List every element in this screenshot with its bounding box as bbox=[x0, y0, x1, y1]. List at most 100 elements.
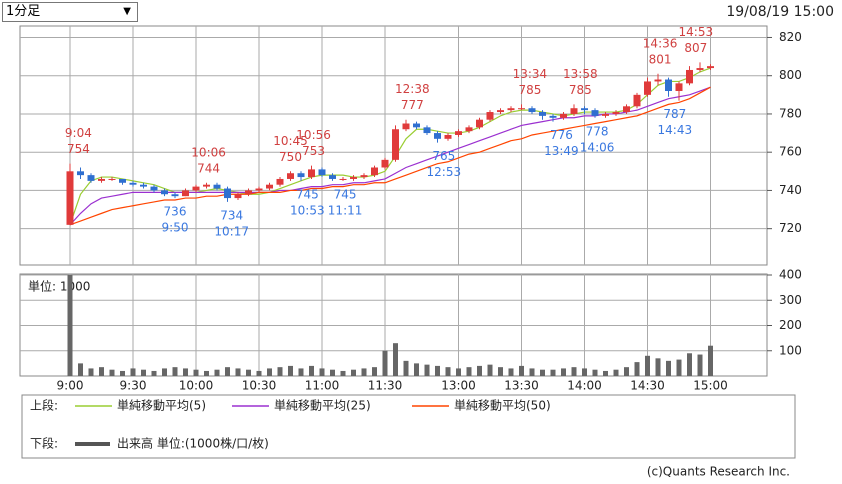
period-select[interactable]: 1分足 ▼ bbox=[2, 2, 138, 22]
volume-bar bbox=[445, 367, 451, 376]
y-tick-label: 100 bbox=[779, 343, 802, 357]
volume-bar bbox=[120, 370, 125, 376]
candle-body bbox=[528, 108, 536, 113]
volume-bar bbox=[372, 367, 377, 376]
candle-body bbox=[381, 159, 389, 168]
volume-bar bbox=[592, 369, 598, 376]
candle-body bbox=[476, 119, 483, 128]
high-label-time: 14:36 bbox=[643, 36, 678, 50]
low-label-time: 11:11 bbox=[328, 203, 363, 217]
volume-bar bbox=[361, 368, 367, 376]
volume-bar bbox=[561, 368, 566, 376]
high-label-value: 785 bbox=[569, 83, 592, 97]
candle-body bbox=[686, 69, 693, 84]
high-label-value: 785 bbox=[518, 83, 541, 97]
candle-body bbox=[455, 131, 462, 135]
volume-bar bbox=[645, 355, 650, 376]
volume-bar bbox=[477, 365, 482, 376]
candle-body bbox=[287, 173, 294, 179]
dropdown-arrow[interactable]: ▼ bbox=[123, 6, 131, 17]
candle-body bbox=[434, 133, 441, 139]
y-tick-label: 200 bbox=[779, 318, 802, 332]
period-select-value[interactable]: 1分足 bbox=[6, 4, 41, 19]
y-tick-label: 780 bbox=[779, 106, 802, 120]
x-tick-label: 14:00 bbox=[567, 379, 602, 393]
candle-body bbox=[129, 182, 137, 185]
volume-bar bbox=[487, 364, 493, 376]
candle-body bbox=[98, 178, 105, 181]
high-label-value: 801 bbox=[649, 52, 672, 66]
high-label-time: 10:45 bbox=[273, 134, 308, 148]
volume-bar bbox=[298, 368, 304, 376]
volume-bar bbox=[403, 360, 409, 376]
legend-volume: 出来高 単位:(1000株/口/枚) bbox=[117, 436, 269, 451]
credit: (c)Quants Research Inc. bbox=[647, 465, 790, 479]
volume-bar bbox=[256, 370, 262, 376]
volume-bar bbox=[78, 363, 83, 376]
candle-body bbox=[665, 79, 672, 92]
volume-bar bbox=[634, 362, 640, 376]
volume-bar bbox=[550, 369, 556, 376]
x-tick-label: 11:30 bbox=[368, 379, 403, 393]
volume-bar bbox=[393, 343, 398, 376]
low-label-value: 776 bbox=[550, 128, 573, 142]
candle-body bbox=[507, 108, 515, 111]
high-label-time: 9:04 bbox=[65, 126, 92, 140]
high-label-value: 777 bbox=[401, 98, 424, 112]
volume-bar bbox=[267, 368, 272, 376]
high-label-value: 744 bbox=[197, 161, 220, 175]
volume-bar bbox=[204, 370, 209, 376]
high-label-time: 10:56 bbox=[296, 128, 331, 142]
candle-body bbox=[329, 175, 336, 179]
candle-body bbox=[255, 188, 263, 191]
volume-bar bbox=[141, 369, 146, 376]
x-tick-label: 10:30 bbox=[242, 379, 277, 393]
low-label-time: 14:43 bbox=[658, 123, 693, 137]
volume-bar bbox=[687, 353, 692, 376]
candle-body bbox=[308, 169, 315, 178]
candle-body bbox=[66, 171, 74, 225]
candle-body bbox=[360, 175, 368, 178]
candle-body bbox=[339, 178, 347, 180]
timestamp: 19/08/19 15:00 bbox=[726, 4, 834, 20]
candle-body bbox=[654, 79, 662, 82]
x-tick-label: 9:30 bbox=[120, 379, 147, 393]
candle-body bbox=[423, 127, 431, 134]
volume-bar bbox=[235, 368, 241, 376]
low-label-value: 745 bbox=[296, 187, 319, 201]
x-tick-label: 10:00 bbox=[179, 379, 214, 393]
high-label-time: 12:38 bbox=[395, 82, 430, 96]
y-tick-label: 820 bbox=[779, 30, 802, 44]
candle-body bbox=[192, 186, 200, 191]
volume-bar bbox=[319, 368, 325, 376]
candle-body bbox=[413, 123, 420, 128]
candle-body bbox=[234, 194, 242, 199]
volume-bar bbox=[340, 370, 346, 376]
low-label-value: 778 bbox=[586, 124, 609, 138]
candle-body bbox=[612, 112, 620, 114]
y-tick-label: 300 bbox=[779, 293, 802, 307]
volume-bar bbox=[519, 365, 524, 376]
volume-bar bbox=[277, 367, 283, 376]
volume-bar bbox=[603, 370, 608, 376]
high-label-value: 753 bbox=[302, 144, 325, 158]
candle-body bbox=[560, 113, 567, 118]
candle-body bbox=[392, 129, 399, 160]
moving-average-line bbox=[69, 86, 711, 226]
legend-label: 単純移動平均(25) bbox=[274, 399, 371, 413]
candle-body bbox=[591, 110, 599, 116]
low-label-value: 765 bbox=[432, 149, 455, 163]
candle-body bbox=[696, 68, 704, 70]
volume-bar bbox=[708, 345, 713, 376]
high-label-time: 13:58 bbox=[563, 67, 598, 81]
high-label-value: 750 bbox=[279, 150, 302, 164]
volume-bar bbox=[529, 368, 535, 376]
volume-bar bbox=[676, 359, 682, 376]
legend-upper: 上段: bbox=[30, 398, 58, 413]
legend-lower: 下段: bbox=[30, 436, 58, 451]
volume-bar bbox=[382, 350, 388, 376]
candle-body bbox=[203, 184, 210, 187]
candle-body bbox=[518, 108, 525, 110]
low-label-time: 14:06 bbox=[580, 140, 615, 154]
